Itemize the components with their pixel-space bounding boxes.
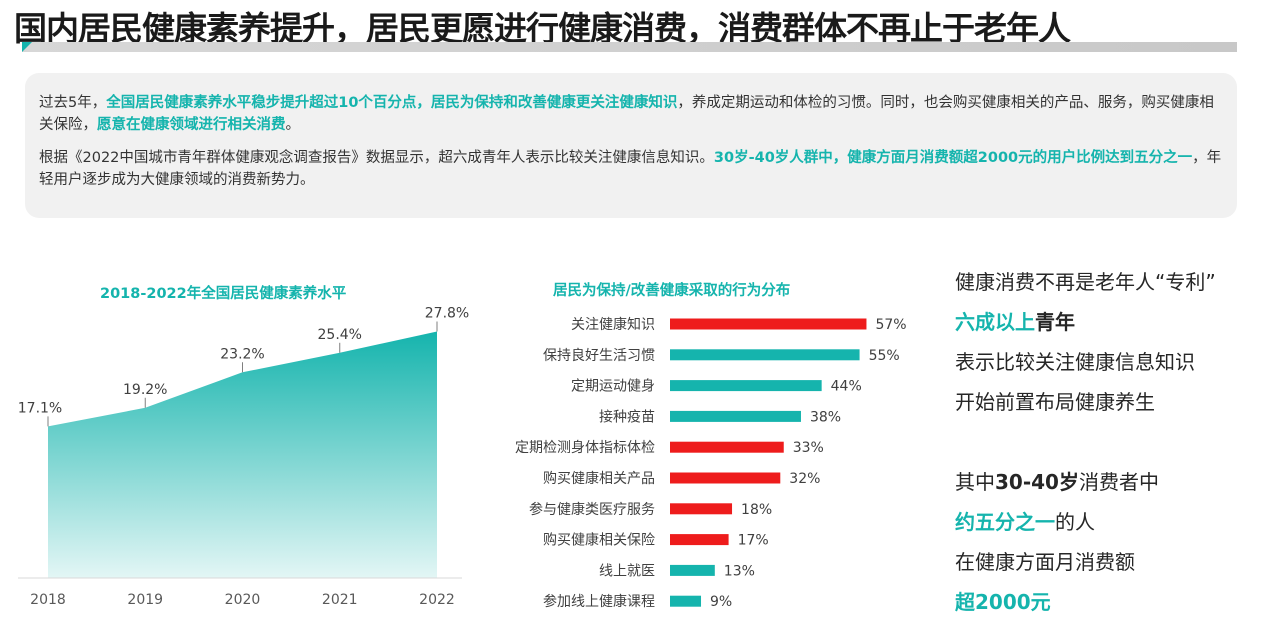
callout-text: 健康消费不再是老年人“专利” bbox=[955, 270, 1216, 294]
data-label: 19.2% bbox=[123, 382, 167, 398]
summary-paragraph-2: 根据《2022中国城市青年群体健康观念调查报告》数据显示，超六成青年人表示比较关… bbox=[39, 147, 1223, 191]
page-title: 国内居民健康素养提升，居民更愿进行健康消费，消费群体不再止于老年人 bbox=[14, 9, 1071, 48]
bar bbox=[670, 595, 702, 607]
callout-text: 30-40岁 bbox=[995, 470, 1079, 494]
category-label: 线上就医 bbox=[599, 563, 655, 579]
body-text: 。 bbox=[285, 117, 301, 133]
callout-line: 约五分之一的人 bbox=[955, 502, 1275, 542]
x-tick-label: 2022 bbox=[419, 592, 455, 608]
bar bbox=[670, 318, 867, 330]
data-label: 25.4% bbox=[318, 327, 362, 343]
x-tick-label: 2020 bbox=[225, 592, 261, 608]
callout-highlight: 约五分之一 bbox=[955, 510, 1055, 534]
category-label: 参与健康类医疗服务 bbox=[529, 501, 655, 518]
area-chart: 17.1% 2018 19.2% 2019 23.2% 2020 25.4% 2021 27.8… bbox=[18, 306, 469, 608]
bar bbox=[670, 503, 733, 515]
data-label: 23.2% bbox=[220, 346, 264, 362]
title-accent bbox=[22, 42, 32, 52]
category-label: 定期检测身体指标体检 bbox=[515, 440, 655, 456]
bar-value-label: 13% bbox=[724, 563, 755, 579]
x-tick-label: 2021 bbox=[322, 592, 358, 608]
body-text: 过去5年， bbox=[39, 95, 107, 111]
callout-line: 在健康方面月消费额 bbox=[955, 542, 1275, 582]
side-callout: 健康消费不再是老年人“专利” 六成以上青年表示比较关注健康信息知识 开始前置布局健康… bbox=[955, 262, 1275, 622]
summary-panel: 过去5年，全国居民健康素养水平稳步提升超过10个百分点，居民为保持和改善健康更关… bbox=[25, 73, 1237, 218]
bar bbox=[670, 349, 860, 361]
category-label: 购买健康相关产品 bbox=[543, 470, 655, 487]
callout-text: 开始前置布局健康养生 bbox=[955, 390, 1155, 414]
bar-value-label: 33% bbox=[793, 440, 824, 456]
bar bbox=[670, 441, 784, 453]
category-label: 购买健康相关保险 bbox=[543, 532, 655, 549]
callout-text: 青年 bbox=[1035, 310, 1075, 334]
area-chart-title: 2018-2022年全国居民健康素养水平 bbox=[100, 286, 347, 302]
bar-value-label: 32% bbox=[789, 471, 820, 487]
bar bbox=[670, 472, 781, 484]
callout-line: 表示比较关注健康信息知识 bbox=[955, 342, 1275, 382]
highlight-text: 全国居民健康素养水平稳步提升超过10个百分点，居民为保持和改善健康更关注健康知识 bbox=[106, 95, 678, 111]
bar bbox=[670, 410, 801, 422]
bar-value-label: 38% bbox=[810, 409, 841, 425]
bar-value-label: 44% bbox=[831, 379, 862, 395]
callout-text: 表示比较关注健康信息知识 bbox=[955, 350, 1195, 374]
x-tick-label: 2018 bbox=[30, 592, 66, 608]
bar-value-label: 55% bbox=[869, 348, 900, 364]
data-label: 27.8% bbox=[425, 306, 469, 322]
x-tick-label: 2019 bbox=[127, 592, 163, 608]
body-text: 根据《2022中国城市青年群体健康观念调查报告》数据显示，超六成青年人表示比较关… bbox=[39, 150, 714, 166]
callout-text: 其中 bbox=[955, 470, 995, 494]
body-text: ，年轻用户逐步成为大健康领域的消费新势力。 bbox=[39, 150, 1222, 188]
summary-paragraph-1: 过去5年，全国居民健康素养水平稳步提升超过10个百分点，居民为保持和改善健康更关… bbox=[39, 92, 1223, 136]
category-label: 保持良好生活习惯 bbox=[543, 347, 655, 364]
bar-chart: 关注健康知识 57% 保持良好生活习惯 55% 定期运动健身 44% 接种疫苗 38% 定期检测… bbox=[515, 316, 907, 610]
highlight-text: 30岁-40岁人群中，健康方面月消费额超2000元的用户比例达到五分之一 bbox=[713, 150, 1193, 166]
bar bbox=[670, 380, 822, 392]
title-underline bbox=[22, 42, 1237, 52]
category-label: 参加线上健康课程 bbox=[543, 593, 655, 610]
body-text: ，养成定期运动和体检的习惯。同时，也会购买健康相关的产品、服务，购买健康相关保险… bbox=[39, 95, 1214, 133]
callout-line: 开始前置布局健康养生 bbox=[955, 382, 1275, 422]
bar-value-label: 9% bbox=[710, 594, 732, 610]
callout-line: 其中30-40岁消费者中 bbox=[955, 462, 1275, 502]
callout-highlight: 超2000元 bbox=[955, 590, 1051, 614]
callout-text: 在健康方面月消费额 bbox=[955, 550, 1135, 574]
area-fill bbox=[48, 331, 437, 578]
category-label: 关注健康知识 bbox=[571, 316, 655, 333]
bar-value-label: 57% bbox=[875, 317, 906, 333]
callout-line bbox=[955, 422, 1275, 462]
callout-text: 消费者中 bbox=[1078, 470, 1159, 494]
bar bbox=[670, 564, 715, 576]
category-label: 接种疫苗 bbox=[599, 408, 655, 425]
callout-line: 超2000元 bbox=[955, 582, 1275, 622]
category-label: 定期运动健身 bbox=[571, 379, 655, 395]
callout-text: 的人 bbox=[1055, 510, 1095, 534]
callout-highlight: 六成以上 bbox=[955, 310, 1035, 334]
bar-value-label: 17% bbox=[738, 533, 769, 549]
bar-value-label: 18% bbox=[741, 502, 772, 518]
callout-line: 六成以上青年 bbox=[955, 302, 1275, 342]
highlight-text: 愿意在健康领域进行相关消费 bbox=[97, 117, 286, 133]
callout-line: 健康消费不再是老年人“专利” bbox=[955, 262, 1275, 302]
bar-chart-title: 居民为保持/改善健康采取的行为分布 bbox=[553, 283, 791, 299]
bar bbox=[670, 534, 729, 546]
data-label: 17.1% bbox=[18, 400, 62, 416]
